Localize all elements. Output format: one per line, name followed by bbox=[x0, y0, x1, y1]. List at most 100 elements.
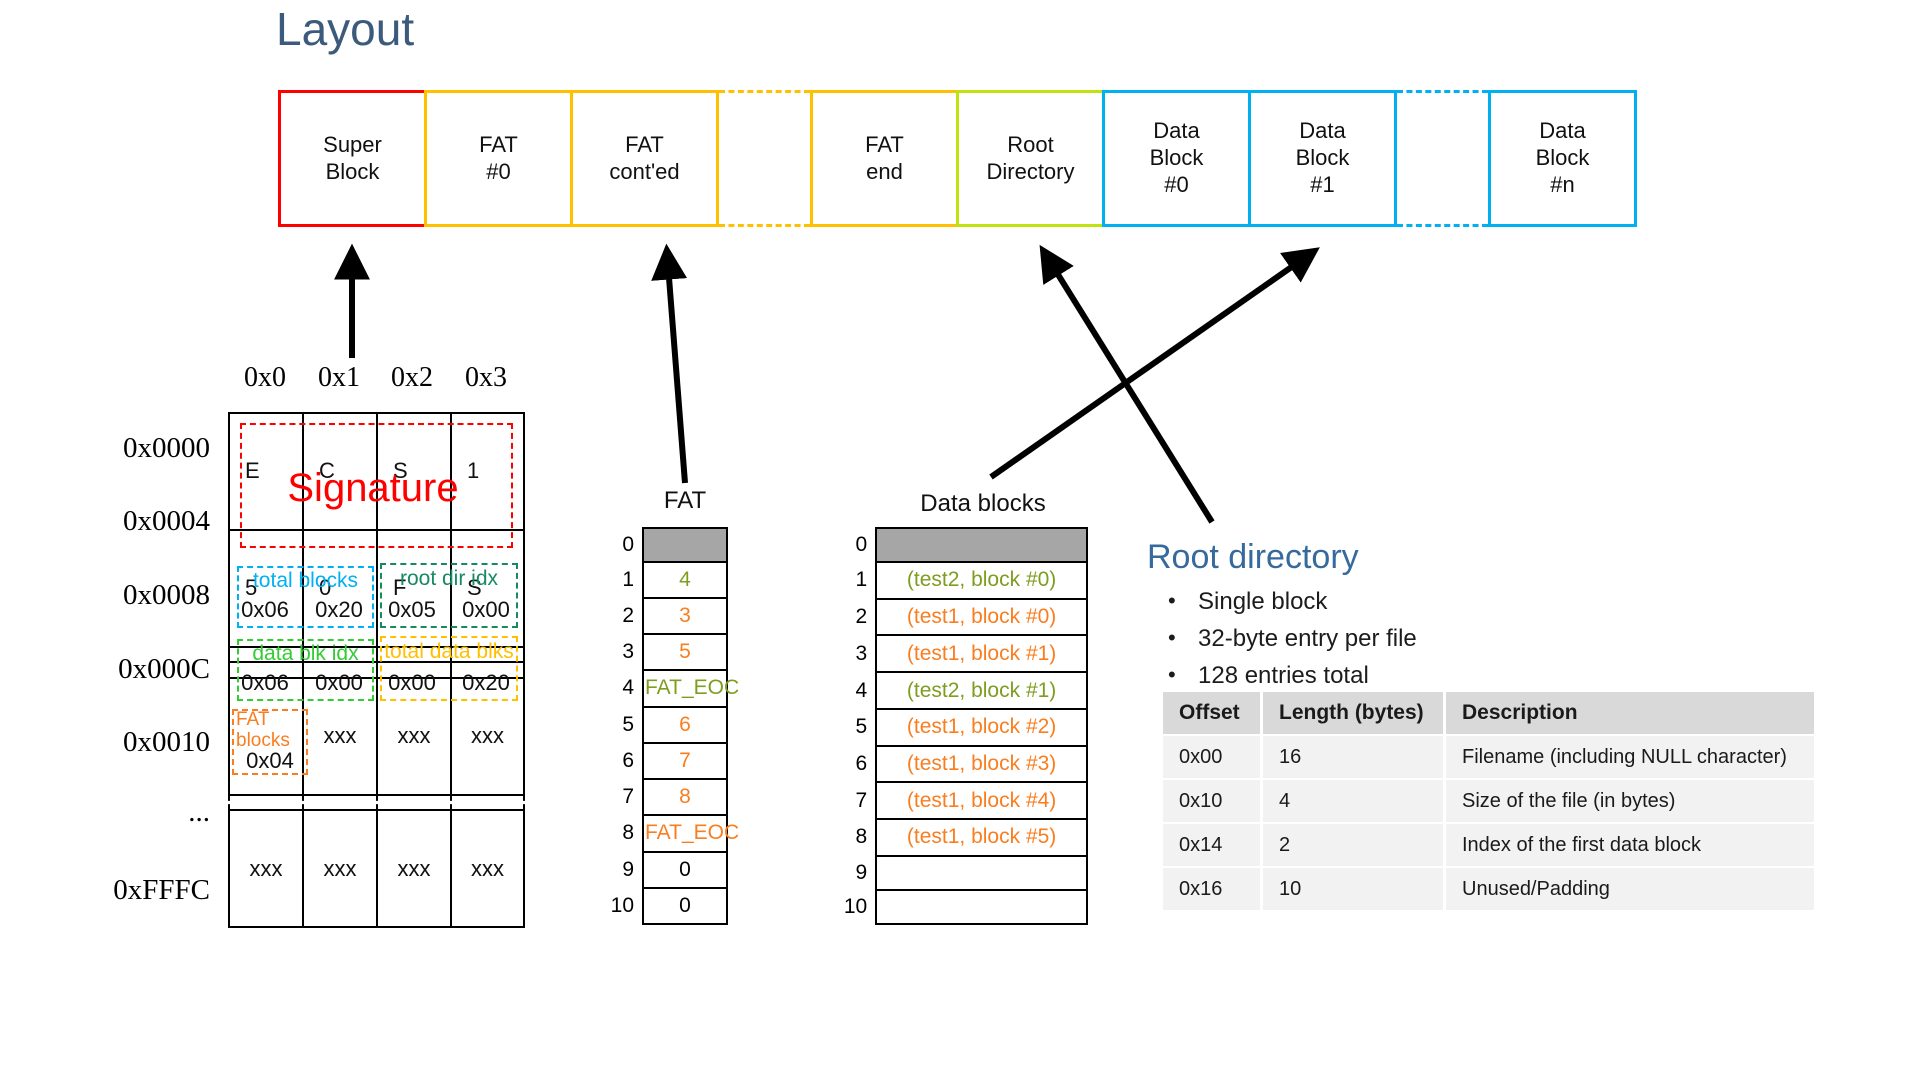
db-value: (test1, block #2) bbox=[875, 707, 1088, 747]
db-index: 0 bbox=[855, 533, 868, 557]
root-dir-idx-box bbox=[380, 563, 518, 628]
block-label-line: Block bbox=[1295, 145, 1350, 171]
db-value: (test1, block #4) bbox=[875, 781, 1088, 820]
db-index: 8 bbox=[855, 825, 868, 849]
sb-row-header: 0x000C bbox=[118, 653, 210, 685]
db-value: (test1, block #1) bbox=[875, 634, 1088, 674]
rd-cell-offset: 0x14 bbox=[1163, 824, 1260, 866]
sb-cell bbox=[376, 793, 452, 812]
db-index: 1 bbox=[855, 568, 868, 592]
data-block-row: 8 (test1, block #5) bbox=[820, 818, 1088, 857]
bullet-text: Single block bbox=[1198, 588, 1328, 615]
db-value: (test1, block #0) bbox=[875, 597, 1088, 637]
sb-cell: xxx bbox=[302, 809, 378, 928]
rd-cell-description: Size of the file (in bytes) bbox=[1446, 780, 1814, 822]
layout-block-fat0: FAT #0 bbox=[424, 90, 573, 227]
block-label-line: #0 bbox=[486, 158, 511, 184]
signature-box bbox=[240, 423, 513, 548]
fat-value: 5 bbox=[642, 633, 728, 672]
db-index: 6 bbox=[855, 751, 868, 775]
total-blocks-value: 0x06 bbox=[241, 597, 289, 622]
db-index: 4 bbox=[855, 678, 868, 702]
fat-value: 7 bbox=[642, 741, 728, 781]
db-value: (test2, block #0) bbox=[875, 561, 1088, 600]
block-label-line: #n bbox=[1550, 171, 1575, 197]
data-block-row: 2 (test1, block #0) bbox=[820, 597, 1088, 637]
total-data-blks-label: total data blks bbox=[384, 640, 514, 663]
bullet-icon: • bbox=[1168, 588, 1176, 613]
block-label-line: Root bbox=[1007, 131, 1054, 157]
fat-row: 0 bbox=[587, 527, 728, 563]
fat-blocks-label-line: FAT bbox=[236, 709, 270, 730]
block-label-line: FAT bbox=[625, 131, 664, 157]
rd-cell-length: 4 bbox=[1263, 780, 1443, 822]
root-directory-bullets: • Single block • 32-byte entry per file … bbox=[1168, 588, 1417, 699]
root-dir-idx-label: root dir idx bbox=[399, 567, 499, 590]
data-block-row: 0 bbox=[820, 526, 1088, 564]
sb-cell bbox=[228, 793, 304, 812]
sb-cell: xxx bbox=[302, 676, 378, 796]
rd-cell-offset: 0x00 bbox=[1163, 736, 1260, 778]
db-value bbox=[875, 888, 1088, 926]
fat-index: 8 bbox=[622, 821, 634, 845]
bullet-item: • 128 entries total bbox=[1168, 662, 1417, 690]
sb-cell bbox=[450, 793, 525, 812]
layout-block-super-block: Super Block bbox=[278, 90, 427, 227]
sb-row-0x0010: xxx xxx xxx bbox=[228, 676, 525, 796]
sb-cell: xxx bbox=[450, 809, 525, 928]
root-dir-idx-value: 0x00 bbox=[462, 597, 510, 622]
rd-cell-description: Filename (including NULL character) bbox=[1446, 736, 1814, 778]
data-block-row: 9 bbox=[820, 854, 1088, 891]
page-title: Layout bbox=[276, 3, 415, 55]
rd-row: 0x00 16 Filename (including NULL charact… bbox=[1163, 736, 1814, 778]
fat-row: 8 FAT_EOC bbox=[587, 814, 739, 853]
bullet-item: • 32-byte entry per file bbox=[1168, 625, 1417, 653]
block-label-line: Data bbox=[1153, 118, 1200, 144]
fat-value: 4 bbox=[642, 560, 728, 599]
fat-value: FAT_EOC bbox=[642, 669, 739, 708]
sb-row-header: 0x0004 bbox=[123, 505, 210, 537]
rd-cell-length: 2 bbox=[1263, 824, 1443, 866]
total-data-blks-value: 0x20 bbox=[462, 670, 510, 695]
sb-row-ellipsis bbox=[228, 793, 525, 812]
layout-block-data1: Data Block #1 bbox=[1248, 90, 1397, 227]
db-index: 5 bbox=[855, 715, 868, 739]
bullet-item: • Single block bbox=[1168, 588, 1417, 616]
sb-cell bbox=[302, 793, 378, 812]
fat-index: 2 bbox=[622, 603, 634, 627]
rd-row: 0x14 2 Index of the first data block bbox=[1163, 824, 1814, 866]
fat-index: 9 bbox=[622, 857, 634, 881]
block-label-line: end bbox=[866, 158, 903, 184]
data-blocks-title: Data blocks bbox=[920, 490, 1046, 517]
db-index: 3 bbox=[855, 641, 868, 665]
fat-index: 3 bbox=[622, 640, 634, 664]
sb-cell: xxx bbox=[450, 676, 525, 796]
layout-gap-data bbox=[1397, 90, 1488, 227]
block-label-line: Data bbox=[1299, 118, 1346, 144]
db-value bbox=[875, 526, 1088, 564]
sb-row-header: 0x0010 bbox=[123, 726, 210, 758]
rd-cell-length: 10 bbox=[1263, 868, 1443, 910]
fat-blocks-box bbox=[232, 709, 308, 775]
block-label-line: Directory bbox=[986, 158, 1075, 184]
block-label-line: Block bbox=[1535, 145, 1590, 171]
total-blocks-value: 0x20 bbox=[315, 597, 363, 622]
rd-cell-length: 16 bbox=[1263, 736, 1443, 778]
block-label-line: Data bbox=[1539, 118, 1586, 144]
rd-cell-offset: 0x10 bbox=[1163, 780, 1260, 822]
block-label-line: Block bbox=[1149, 145, 1204, 171]
fat-index: 10 bbox=[610, 893, 634, 917]
sb-row-0xfffc: xxx xxx xxx xxx bbox=[228, 809, 525, 928]
sb-row-header: 0xFFFC bbox=[113, 874, 210, 906]
data-block-row: 4 (test2, block #1) bbox=[820, 671, 1088, 710]
fat-index: 5 bbox=[622, 712, 634, 736]
fat-blocks-value: 0x04 bbox=[246, 748, 294, 773]
root-directory-heading: Root directory bbox=[1147, 538, 1359, 576]
rd-header-row: Offset Length (bytes) Description bbox=[1163, 692, 1814, 734]
fat-value: 3 bbox=[642, 596, 728, 636]
rd-header-offset: Offset bbox=[1163, 692, 1260, 734]
fat-blocks-label: FAT blocks bbox=[236, 709, 308, 751]
